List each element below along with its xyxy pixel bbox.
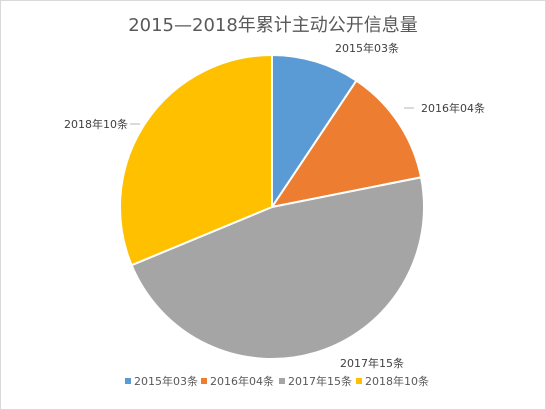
data-label: 2018年10条 xyxy=(64,117,128,131)
pie-slice-2 xyxy=(269,79,423,209)
pie-slices xyxy=(119,53,425,360)
legend: 2015年03条 2016年04条 2017年15条 2018年10条 xyxy=(125,374,429,388)
pie-slice-3 xyxy=(130,176,425,360)
data-label: 2015年03条 xyxy=(335,41,399,55)
legend-swatch xyxy=(356,378,362,384)
data-label: 2017年15条 xyxy=(340,356,404,370)
pie-slice-1 xyxy=(271,53,358,211)
legend-entry: 2017年15条 xyxy=(288,374,352,388)
legend-entry: 2018年10条 xyxy=(365,374,429,388)
legend-swatch xyxy=(125,378,131,384)
legend-entry: 2015年03条 xyxy=(134,374,198,388)
chart-title: 2015—2018年累计主动公开信息量 xyxy=(128,15,418,36)
legend-swatch xyxy=(279,378,285,384)
legend-entry: 2016年04条 xyxy=(210,374,274,388)
legend-swatch xyxy=(201,378,207,384)
data-label: 2016年04条 xyxy=(421,101,485,115)
pie-slice-4 xyxy=(119,53,273,267)
data-labels: 2015年03条 2016年04条 2017年15条 2018年10条 xyxy=(64,41,485,370)
